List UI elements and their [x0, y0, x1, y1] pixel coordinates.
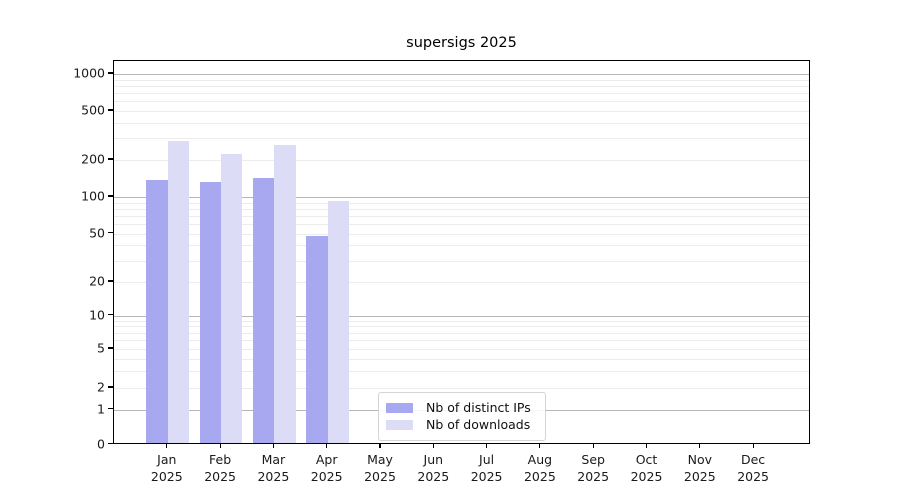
- y-tick-label-0: 0: [97, 436, 105, 451]
- bar-downloads-apr: [327, 200, 350, 444]
- gridline-200: [114, 160, 809, 161]
- legend: Nb of distinct IPs Nb of downloads: [378, 392, 546, 441]
- y-tick-mark-5: [108, 347, 113, 349]
- y-tick-label-200: 200: [81, 151, 105, 167]
- chart-title: supersigs 2025: [406, 35, 517, 51]
- x-tick-label-may: May 2025: [364, 451, 396, 484]
- x-tick-label-nov: Nov 2025: [683, 451, 716, 484]
- y-tick-label-1000: 1000: [73, 65, 105, 81]
- x-tick-mark-may: [379, 443, 381, 448]
- gridline-2: [114, 388, 809, 389]
- x-tick-mark-feb: [219, 443, 221, 448]
- legend-label-downloads: Nb of downloads: [426, 417, 531, 432]
- y-tick-mark-50: [108, 231, 113, 234]
- gridline-70: [114, 215, 809, 217]
- gridline-7: [114, 332, 809, 334]
- gridline-6: [114, 340, 809, 342]
- gridline-50: [114, 233, 809, 235]
- y-tick-mark-500: [108, 109, 113, 111]
- x-tick-label-oct: Oct 2025: [630, 451, 663, 484]
- x-tick-mark-nov: [699, 443, 701, 448]
- plot-area: [113, 60, 810, 444]
- legend-label-distinct-ips: Nb of distinct IPs: [426, 400, 531, 415]
- x-tick-mark-mar: [272, 443, 274, 448]
- gridline-300: [114, 138, 809, 140]
- bar-downloads-mar: [274, 145, 296, 444]
- bar-distinct-ips-mar: [253, 177, 275, 444]
- x-tick-label-jun: Jun 2025: [417, 451, 450, 484]
- gridline-400: [114, 122, 809, 124]
- gridline-600: [114, 101, 809, 103]
- bar-downloads-jan: [167, 141, 190, 444]
- x-tick-label-feb: Feb 2025: [204, 451, 236, 484]
- gridline-40: [114, 245, 809, 247]
- legend-row-downloads: Nb of downloads: [386, 417, 537, 432]
- gridline-900: [114, 79, 809, 81]
- y-tick-mark-0: [108, 442, 113, 445]
- x-tick-label-aug: Aug 2025: [523, 451, 556, 484]
- y-tick-mark-1: [108, 407, 113, 410]
- y-tick-mark-200: [108, 158, 113, 160]
- y-tick-label-5: 5: [97, 340, 105, 356]
- y-tick-label-100: 100: [81, 188, 105, 204]
- gridline-500: [114, 111, 809, 112]
- y-tick-label-2: 2: [97, 379, 105, 395]
- gridline-90: [114, 202, 809, 204]
- y-tick-label-10: 10: [89, 307, 105, 322]
- y-tick-label-20: 20: [89, 273, 105, 289]
- x-tick-mark-oct: [645, 443, 648, 448]
- gridline-700: [114, 93, 809, 94]
- gridline-30: [114, 260, 809, 262]
- y-tick-label-50: 50: [89, 225, 105, 240]
- gridline-5: [114, 349, 809, 350]
- x-tick-label-sep: Sep 2025: [577, 451, 610, 484]
- gridline-100: [114, 197, 809, 198]
- gridline-60: [114, 223, 809, 225]
- y-tick-mark-2: [108, 386, 113, 388]
- y-tick-label-1: 1: [97, 401, 105, 416]
- y-tick-mark-1000: [108, 72, 113, 74]
- x-tick-mark-sep: [592, 443, 594, 448]
- y-tick-mark-20: [108, 280, 113, 282]
- y-tick-label-500: 500: [81, 102, 105, 118]
- gridline-80: [114, 208, 809, 210]
- gridline-8: [114, 326, 809, 328]
- gridline-10: [114, 315, 809, 317]
- gridline-9: [114, 320, 809, 322]
- y-tick-mark-10: [108, 313, 113, 316]
- gridline-3: [114, 370, 809, 372]
- x-tick-label-dec: Dec 2025: [737, 451, 769, 484]
- x-tick-label-jan: Jan 2025: [150, 451, 183, 484]
- gridline-20: [114, 282, 809, 283]
- gridline-800: [114, 85, 809, 87]
- gridline-4: [114, 358, 809, 360]
- x-tick-mark-jan: [166, 443, 168, 448]
- legend-row-distinct-ips: Nb of distinct IPs: [386, 400, 537, 415]
- x-tick-label-apr: Apr 2025: [310, 451, 343, 484]
- x-tick-label-jul: Jul 2025: [470, 451, 503, 484]
- legend-swatch-distinct-ips: [386, 402, 413, 413]
- bar-distinct-ips-jan: [146, 179, 168, 444]
- gridline-1000: [114, 74, 809, 75]
- x-tick-mark-jun: [432, 443, 434, 448]
- bar-distinct-ips-feb: [199, 181, 222, 444]
- x-tick-mark-dec: [752, 443, 754, 448]
- x-tick-label-mar: Mar 2025: [257, 451, 290, 484]
- x-tick-mark-aug: [539, 443, 541, 448]
- x-tick-mark-apr: [326, 443, 328, 448]
- bar-downloads-feb: [221, 154, 243, 444]
- bar-distinct-ips-apr: [306, 235, 328, 444]
- y-tick-mark-100: [108, 195, 113, 197]
- x-tick-mark-jul: [486, 443, 488, 448]
- legend-swatch-downloads: [386, 419, 413, 430]
